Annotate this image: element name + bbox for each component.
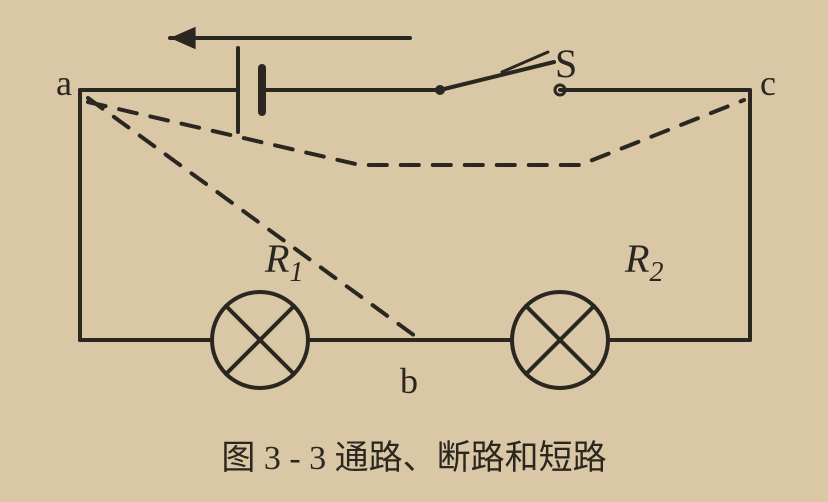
label-R1: R1 (265, 235, 303, 289)
label-S: S (555, 40, 577, 87)
circuit-svg (0, 0, 828, 502)
label-c: c (760, 62, 776, 104)
figure-wrapper: a c b S R1 R2 图 3 - 3 通路、断路和短路 (0, 0, 828, 502)
label-b: b (400, 360, 418, 402)
figure-caption: 图 3 - 3 通路、断路和短路 (0, 430, 828, 479)
label-a: a (56, 62, 72, 104)
label-R2: R2 (625, 235, 663, 289)
